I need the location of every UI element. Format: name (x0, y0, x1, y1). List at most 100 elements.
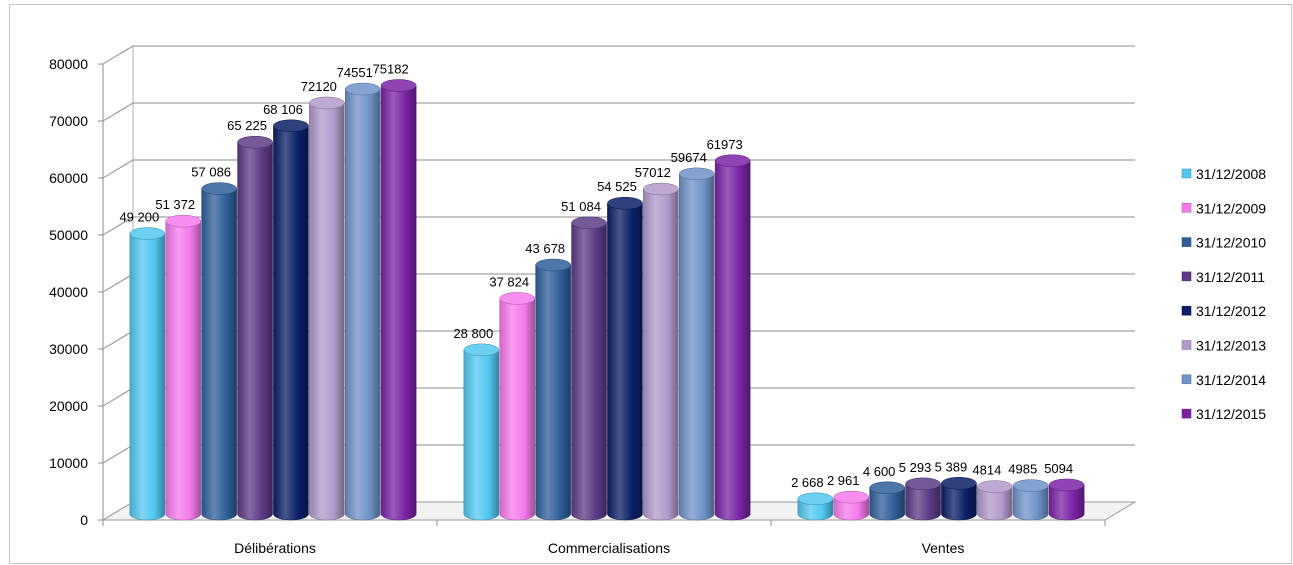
data-label: 43 678 (525, 241, 565, 256)
bar-body (345, 88, 381, 521)
bar (869, 481, 905, 521)
bar-body (499, 298, 535, 521)
legend-label: 31/12/2015 (1196, 406, 1266, 422)
y-tick-label: 20000 (49, 398, 88, 414)
bar-body (165, 220, 201, 521)
bar-body (237, 141, 273, 521)
bar-top (607, 196, 643, 210)
gridline-diagonal (102, 216, 134, 236)
bar-body (941, 483, 977, 521)
data-label: 4 600 (863, 464, 896, 479)
bar-body (380, 85, 417, 521)
gridline-diagonal (102, 330, 134, 350)
data-label: 5 389 (935, 459, 968, 474)
data-label: 51 372 (155, 197, 195, 212)
bar-top (905, 477, 941, 491)
bar (499, 292, 535, 521)
legend-swatch (1181, 305, 1192, 316)
bar (905, 477, 941, 521)
legend-item: 31/12/2013 (1181, 338, 1266, 354)
bar-top (941, 477, 977, 490)
bar-body (643, 188, 679, 521)
bar-body (607, 202, 643, 521)
data-label: 72120 (301, 79, 337, 94)
gridline-diagonal (102, 444, 134, 464)
bar-body (571, 222, 607, 521)
bar (309, 96, 345, 521)
legend-item: 31/12/2008 (1181, 166, 1266, 182)
bar-top (309, 96, 345, 110)
bar-body (273, 125, 309, 521)
legend-swatch (1181, 168, 1192, 179)
y-tick-label: 80000 (49, 56, 88, 72)
y-tick-label: 10000 (49, 455, 88, 471)
y-tick-label: 50000 (49, 227, 88, 243)
legend-item: 31/12/2010 (1181, 235, 1266, 251)
legend: 31/12/2008 31/12/2009 31/12/2010 31/12/2011… (1181, 166, 1266, 422)
gridline-diagonal (102, 45, 134, 65)
data-label: 68 106 (263, 102, 303, 117)
data-label: 28 800 (453, 326, 493, 341)
data-label: 54 525 (597, 179, 637, 194)
data-label: 57 086 (191, 165, 231, 180)
legend-label: 31/12/2014 (1196, 372, 1266, 388)
bar (571, 216, 607, 521)
bar (1048, 478, 1085, 521)
legend-label: 31/12/2008 (1196, 166, 1266, 182)
bar (797, 492, 834, 521)
legend-swatch (1181, 374, 1192, 385)
y-axis: 0 10000 20000 30000 40000 50000 60000 70000 8000… (49, 56, 103, 528)
gridline-diagonal (102, 102, 134, 122)
data-label: 4814 (972, 463, 1001, 478)
bar-top (463, 343, 500, 357)
bar (714, 154, 751, 521)
legend-swatch (1181, 408, 1192, 419)
bar-top (535, 258, 571, 272)
y-tick-label: 0 (80, 512, 88, 528)
data-label: 2 668 (791, 475, 824, 490)
bar-body (905, 483, 941, 521)
bar-body (1013, 485, 1049, 521)
data-label: 57012 (635, 165, 671, 180)
y-tick-label: 70000 (49, 113, 88, 129)
bar-top (977, 480, 1013, 493)
data-label: 49 200 (119, 210, 159, 225)
bar-top (1048, 478, 1085, 492)
legend-swatch (1181, 237, 1192, 247)
gridline-diagonal (102, 387, 134, 407)
data-label: 74551 (337, 65, 373, 80)
legend-swatch (1181, 203, 1192, 213)
bar-top (679, 167, 715, 181)
bar-top (499, 292, 535, 305)
legend-label: 31/12/2013 (1196, 338, 1266, 354)
bar-top (571, 216, 607, 230)
bar-top (797, 492, 834, 506)
bar-top (643, 182, 679, 196)
legend-swatch (1181, 271, 1192, 282)
bar-top (201, 182, 237, 195)
data-label: 4985 (1008, 462, 1037, 477)
bar-body (714, 160, 751, 521)
bar-body (129, 233, 166, 521)
legend-item: 31/12/2015 (1181, 406, 1266, 422)
x-tick-label: Ventes (922, 540, 965, 556)
data-label: 65 225 (227, 118, 267, 133)
bar (201, 182, 237, 521)
bar (237, 135, 273, 521)
bar-body (679, 173, 715, 521)
gridline-diagonal (102, 273, 134, 293)
data-label: 2 961 (827, 473, 860, 488)
legend-item: 31/12/2012 (1181, 303, 1266, 319)
bar-top (833, 490, 869, 504)
bar-top (237, 135, 273, 149)
legend-label: 31/12/2010 (1196, 235, 1266, 251)
x-tick-label: Délibérations (234, 540, 316, 556)
bar-body (977, 486, 1013, 521)
legend-item: 31/12/2009 (1181, 200, 1266, 216)
bar-body (309, 102, 345, 521)
bar (1013, 479, 1049, 521)
bar (463, 343, 500, 521)
data-label: 37 824 (489, 274, 529, 289)
